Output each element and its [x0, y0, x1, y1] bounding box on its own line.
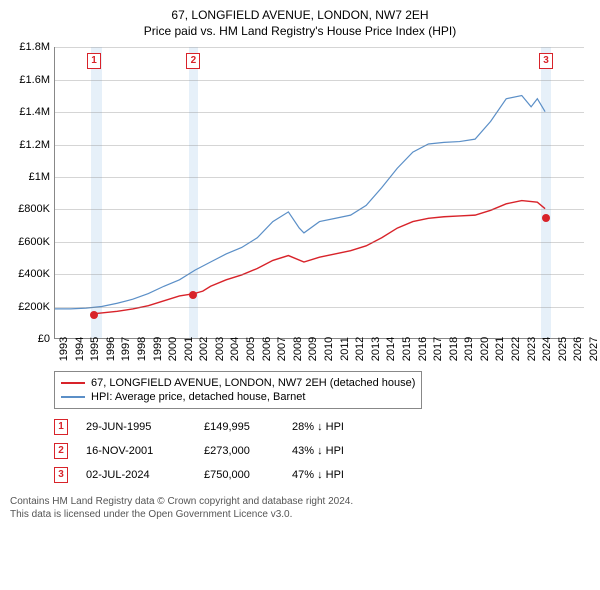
- y-tick-label: £200K: [10, 301, 50, 313]
- sale-row: 2 16-NOV-2001 £273,000 43% ↓ HPI: [54, 439, 590, 463]
- x-tick-label: 1999: [148, 337, 164, 361]
- chart-title-2: Price paid vs. HM Land Registry's House …: [10, 24, 590, 40]
- x-tick-label: 2012: [350, 337, 366, 361]
- chart-area: £0 £200K £400K £600K £800K £1M £1.2M £1.4M £1.6M…: [10, 45, 590, 365]
- x-tick-label: 2007: [272, 337, 288, 361]
- legend-label: 67, LONGFIELD AVENUE, LONDON, NW7 2EH (d…: [91, 377, 415, 389]
- x-tick-label: 2000: [163, 337, 179, 361]
- gridline: [55, 177, 584, 178]
- y-tick-label: £1.6M: [10, 74, 50, 86]
- x-tick-label: 2001: [179, 337, 195, 361]
- series-hpi: [55, 96, 545, 309]
- x-tick-label: 1996: [101, 337, 117, 361]
- y-tick-label: £1.2M: [10, 139, 50, 151]
- x-tick-label: 2010: [319, 337, 335, 361]
- y-tick-label: £400K: [10, 268, 50, 280]
- y-tick-label: £1M: [10, 171, 50, 183]
- y-tick-label: £1.4M: [10, 106, 50, 118]
- sale-diff: 43% ↓ HPI: [292, 445, 382, 457]
- x-tick-label: 2005: [241, 337, 257, 361]
- y-tick-label: £0: [10, 333, 50, 345]
- sale-row: 1 29-JUN-1995 £149,995 28% ↓ HPI: [54, 415, 590, 439]
- y-tick-label: £1.8M: [10, 41, 50, 53]
- y-tick-label: £600K: [10, 236, 50, 248]
- x-tick-label: 1995: [85, 337, 101, 361]
- x-tick-label: 1994: [70, 337, 86, 361]
- footer-text-2: This data is licensed under the Open Gov…: [10, 508, 600, 521]
- legend-item: 67, LONGFIELD AVENUE, LONDON, NW7 2EH (d…: [61, 376, 415, 390]
- x-tick-label: 2018: [444, 337, 460, 361]
- series-property: [94, 201, 545, 314]
- sale-date: 16-NOV-2001: [86, 445, 186, 457]
- sale-diff: 28% ↓ HPI: [292, 421, 382, 433]
- sale-number-box: 3: [54, 467, 68, 483]
- y-tick-label: £800K: [10, 203, 50, 215]
- x-tick-label: 2027: [584, 337, 600, 361]
- legend-swatch: [61, 396, 85, 398]
- plot-region: 1 2 3: [54, 47, 584, 339]
- x-tick-label: 2023: [522, 337, 538, 361]
- x-tick-label: 2008: [288, 337, 304, 361]
- gridline: [55, 47, 584, 48]
- footer: Contains HM Land Registry data © Crown c…: [10, 495, 600, 521]
- x-tick-label: 2009: [303, 337, 319, 361]
- sale-number-box: 2: [54, 443, 68, 459]
- x-tick-label: 2024: [537, 337, 553, 361]
- gridline: [55, 242, 584, 243]
- sales-table: 1 29-JUN-1995 £149,995 28% ↓ HPI 2 16-NOV-200…: [54, 415, 590, 487]
- x-tick-label: 2016: [413, 337, 429, 361]
- sale-price: £750,000: [204, 469, 274, 481]
- gridline: [55, 274, 584, 275]
- x-tick-label: 2026: [568, 337, 584, 361]
- x-tick-label: 2004: [225, 337, 241, 361]
- chart-title-1: 67, LONGFIELD AVENUE, LONDON, NW7 2EH: [10, 8, 590, 24]
- x-tick-label: 2006: [257, 337, 273, 361]
- x-tick-label: 2019: [459, 337, 475, 361]
- x-tick-label: 2025: [553, 337, 569, 361]
- gridline: [55, 80, 584, 81]
- gridline: [55, 145, 584, 146]
- sale-diff: 47% ↓ HPI: [292, 469, 382, 481]
- sale-marker-box: 3: [539, 53, 553, 69]
- sale-number-box: 1: [54, 419, 68, 435]
- x-tick-label: 2020: [475, 337, 491, 361]
- legend-label: HPI: Average price, detached house, Barn…: [91, 391, 305, 403]
- gridline: [55, 209, 584, 210]
- x-tick-label: 2015: [397, 337, 413, 361]
- sale-date: 02-JUL-2024: [86, 469, 186, 481]
- x-tick-label: 1998: [132, 337, 148, 361]
- sale-price: £149,995: [204, 421, 274, 433]
- x-tick-label: 2014: [381, 337, 397, 361]
- footer-text-1: Contains HM Land Registry data © Crown c…: [10, 495, 600, 508]
- x-tick-label: 1997: [116, 337, 132, 361]
- x-tick-label: 2022: [506, 337, 522, 361]
- legend: 67, LONGFIELD AVENUE, LONDON, NW7 2EH (d…: [54, 371, 422, 409]
- sale-marker-dot: [189, 291, 197, 299]
- gridline: [55, 112, 584, 113]
- chart-svg: [55, 47, 584, 338]
- x-tick-label: 2002: [194, 337, 210, 361]
- x-tick-label: 2003: [210, 337, 226, 361]
- x-tick-label: 2021: [490, 337, 506, 361]
- x-tick-label: 2011: [335, 337, 351, 361]
- sale-date: 29-JUN-1995: [86, 421, 186, 433]
- x-tick-label: 1993: [54, 337, 70, 361]
- legend-swatch: [61, 382, 85, 384]
- sale-marker-dot: [542, 214, 550, 222]
- x-tick-label: 2013: [366, 337, 382, 361]
- gridline: [55, 307, 584, 308]
- sale-marker-box: 2: [186, 53, 200, 69]
- sale-marker-dot: [90, 311, 98, 319]
- sale-price: £273,000: [204, 445, 274, 457]
- legend-item: HPI: Average price, detached house, Barn…: [61, 390, 415, 404]
- sale-marker-box: 1: [87, 53, 101, 69]
- sale-row: 3 02-JUL-2024 £750,000 47% ↓ HPI: [54, 463, 590, 487]
- x-tick-label: 2017: [428, 337, 444, 361]
